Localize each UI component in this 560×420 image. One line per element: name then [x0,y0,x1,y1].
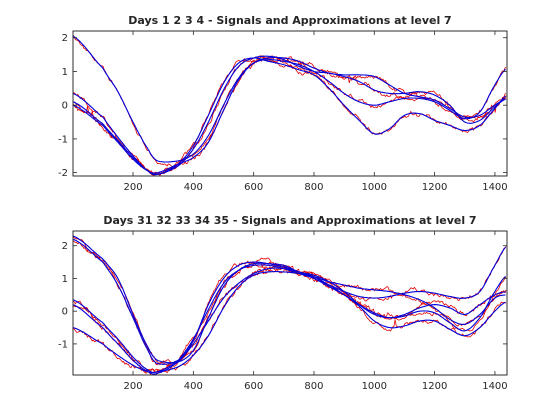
plot-frame [72,230,508,376]
chart-panel-top: Days 1 2 3 4 - Signals and Approximation… [58,14,508,193]
x-tick-label: 800 [304,381,323,392]
x-tick-label: 1400 [482,182,507,193]
axis-layer-top: 200 400 600 800 1000 1200 1400 -2 -1 0 1 2 [58,30,508,193]
chart-title-top: Days 1 2 3 4 - Signals and Approximation… [128,14,451,27]
x-tick-label: 1000 [362,182,387,193]
approximation-line-4 [73,264,506,374]
x-tick-label: 1400 [482,381,507,392]
approximation-line-3 [73,267,506,375]
signal-line-2 [73,236,507,365]
chart-title-bottom: Days 31 32 33 34 35 - Signals and Approx… [103,214,476,227]
approximation-line-5 [73,271,506,373]
series-layer-bottom [73,235,507,375]
approximation-line-1 [73,238,506,365]
approximation-line-4 [73,56,506,174]
y-tick-label: 1 [62,274,68,285]
x-tick-label: 1200 [422,182,447,193]
x-tick-label: 200 [123,182,142,193]
plot-area-top [72,30,508,177]
y-tick-label: -1 [58,134,68,145]
x-tick-label: 1000 [362,381,387,392]
x-tick-label: 600 [244,381,263,392]
approximation-line-2 [73,235,506,364]
y-tick-label: 1 [62,67,68,78]
x-tick-label: 1200 [422,381,447,392]
chart-panel-bottom: Days 31 32 33 34 35 - Signals and Approx… [58,214,508,392]
x-tick-label: 200 [123,381,142,392]
plot-frame [72,30,508,177]
y-tick-label: 2 [62,33,68,44]
y-tick-label: -1 [58,339,68,350]
y-tick-label: -2 [58,168,68,179]
x-tick-label: 400 [184,182,203,193]
x-tick-label: 600 [244,182,263,193]
y-tick-label: 2 [62,241,68,252]
x-tick-label: 400 [184,381,203,392]
x-tick-label: 800 [304,182,323,193]
series-layer-top [73,34,507,176]
plot-area-bottom [72,230,508,376]
y-tick-label: 0 [62,101,68,112]
y-tick-label: 0 [62,307,68,318]
axis-layer-bottom: 200 400 600 800 1000 1200 1400 -1 0 1 2 [58,230,508,392]
